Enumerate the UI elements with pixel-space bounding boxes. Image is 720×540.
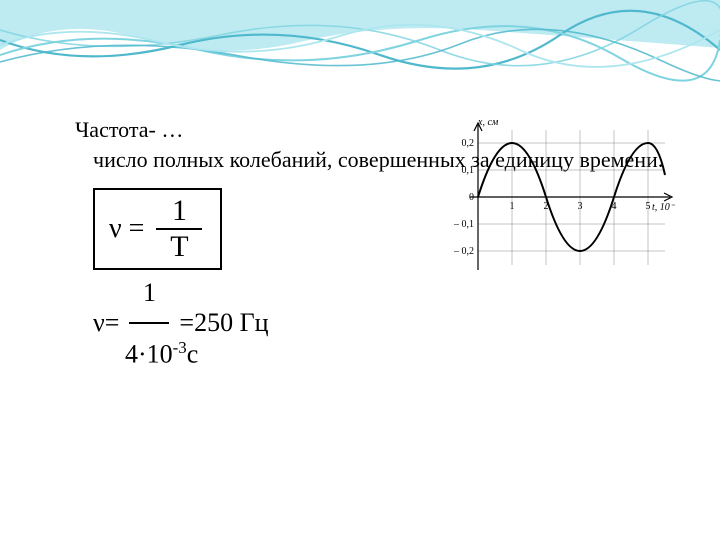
x-axis-label: t, 10⁻³ с <box>652 202 675 213</box>
svg-text:0: 0 <box>469 192 474 203</box>
svg-text:4: 4 <box>612 201 617 212</box>
calc-fraction-line <box>129 322 169 324</box>
svg-text:2: 2 <box>544 201 549 212</box>
svg-text:0,1: 0,1 <box>462 165 475 176</box>
calculation: 1 ν= =250 Гц 4·10-3с <box>93 278 675 370</box>
formula-lhs: ν = <box>109 213 144 245</box>
oscillation-graph: x, см t, 10⁻³ с 0,2 0,1 0 – 0,1 – 0,2 1 … <box>440 115 675 280</box>
calc-result: =250 Гц <box>179 308 268 338</box>
calc-lhs: ν= <box>93 308 119 338</box>
svg-text:5: 5 <box>646 201 651 212</box>
formula-box: ν = 1 T <box>93 188 222 270</box>
svg-text:– 0,2: – 0,2 <box>453 246 474 257</box>
svg-text:0,2: 0,2 <box>462 138 475 149</box>
term: Частота- … <box>75 117 183 142</box>
svg-text:1: 1 <box>510 201 515 212</box>
svg-text:– 0,1: – 0,1 <box>453 219 474 230</box>
formula-numerator: 1 <box>172 196 187 226</box>
calc-denominator: 4·10-3с <box>93 338 198 370</box>
calc-numerator: 1 <box>93 278 156 308</box>
formula-fraction: 1 T <box>156 196 202 262</box>
y-axis-label: x, см <box>477 117 499 128</box>
formula-denominator: T <box>170 232 188 262</box>
top-wave-decoration <box>0 0 720 90</box>
svg-text:3: 3 <box>578 201 583 212</box>
